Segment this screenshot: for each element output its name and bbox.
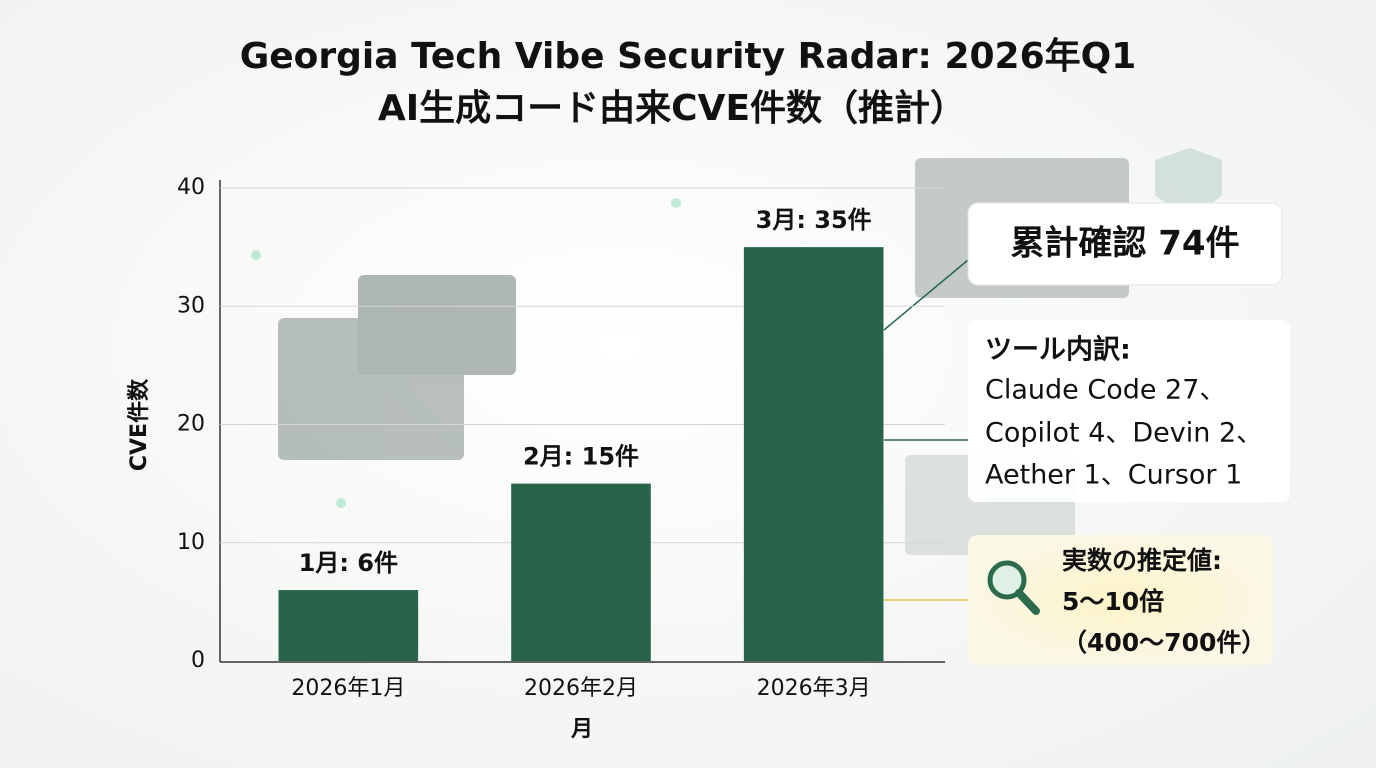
chart-title: Georgia Tech Vibe Security Radar: 2026年Q… — [240, 36, 1137, 77]
y-tick-label: 0 — [191, 648, 205, 673]
y-tick-label: 40 — [177, 175, 205, 200]
connector — [883, 259, 969, 441]
bar — [511, 483, 651, 661]
x-tick-label: 2026年3月 — [757, 676, 871, 701]
y-tick-label: 30 — [177, 293, 205, 318]
bar — [743, 247, 884, 661]
y-tick-label: 20 — [177, 412, 205, 437]
estimate-line: （400〜700件） — [1062, 628, 1266, 657]
x-axis-label: 月 — [570, 717, 593, 742]
y-tick-label: 10 — [177, 530, 205, 555]
tools-line: Aether 1、Cursor 1 — [985, 460, 1242, 491]
magnifier-icon — [987, 560, 1040, 615]
estimate-box — [968, 535, 1273, 665]
tools-box — [968, 320, 1290, 502]
value-label: 1月: 6件 — [299, 549, 398, 577]
tools-title: ツール内訳: — [985, 334, 1131, 366]
x-tick-label: 2026年2月 — [524, 676, 638, 701]
value-label: 2月: 15件 — [523, 443, 639, 471]
total-box — [967, 202, 1283, 286]
estimate-line: 5〜10倍 — [1062, 587, 1164, 616]
y-axis-label: CVE件数 — [126, 378, 152, 471]
chart-subtitle: AI生成コード由来CVE件数（推計） — [378, 88, 966, 129]
x-tick-label: 2026年1月 — [291, 676, 405, 701]
tools-line: Copilot 4、Devin 2、 — [985, 418, 1263, 449]
tools-line: Claude Code 27、 — [985, 375, 1226, 406]
bar — [278, 590, 419, 661]
total-label: 累計確認 74件 — [1010, 224, 1239, 264]
estimate-title: 実数の推定値: — [1062, 546, 1222, 575]
value-label: 3月: 35件 — [756, 206, 872, 234]
